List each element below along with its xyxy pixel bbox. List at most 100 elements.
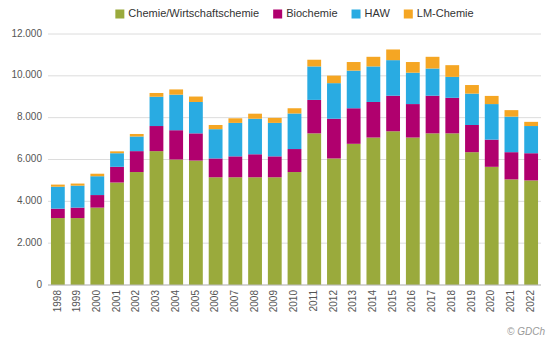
- bar: [228, 123, 242, 156]
- bar: [307, 60, 321, 67]
- series: [51, 49, 538, 186]
- bar: [228, 118, 242, 123]
- bar: [71, 208, 85, 218]
- x-tick-label: 2016: [406, 290, 417, 313]
- bar: [406, 62, 420, 73]
- bar: [406, 73, 420, 104]
- x-tick-label: 2018: [446, 290, 457, 313]
- bar: [505, 110, 519, 116]
- legend-item: HAW: [352, 7, 391, 19]
- bar: [347, 144, 361, 285]
- bar: [130, 136, 144, 151]
- bar: [307, 100, 321, 133]
- x-tick-label: 1999: [71, 290, 82, 313]
- bar: [524, 153, 538, 180]
- x-tick-label: 2010: [288, 290, 299, 313]
- bar: [347, 71, 361, 109]
- y-tick-label: 4.000: [17, 195, 42, 206]
- bar: [209, 158, 223, 177]
- bar: [268, 156, 282, 177]
- grid-line: [48, 34, 541, 35]
- legend-label: LM-Chemie: [417, 7, 474, 19]
- bars: [51, 49, 538, 285]
- bar: [288, 149, 302, 172]
- x-tick-label: 2001: [111, 290, 122, 313]
- series: [51, 131, 538, 285]
- bar: [465, 85, 479, 94]
- bar: [90, 208, 104, 285]
- bar: [268, 118, 282, 123]
- bar: [169, 95, 183, 131]
- legend-item: LM-Chemie: [404, 7, 474, 19]
- bar: [209, 125, 223, 129]
- x-tick-label: 2013: [347, 290, 358, 313]
- x-tick-label: 2021: [505, 290, 516, 313]
- bar: [169, 130, 183, 159]
- bar: [426, 133, 440, 285]
- bar: [386, 60, 400, 96]
- bar: [465, 94, 479, 125]
- bar: [366, 57, 380, 67]
- bar: [248, 119, 262, 155]
- bar: [110, 183, 124, 285]
- legend-swatch: [273, 10, 282, 19]
- bar: [445, 65, 459, 77]
- bar: [150, 97, 164, 126]
- x-tick-label: 2007: [229, 290, 240, 313]
- bar: [130, 134, 144, 137]
- bar: [327, 83, 341, 119]
- series: [51, 96, 538, 218]
- x-tick-label: 2004: [170, 290, 181, 313]
- x-tick-label: 2011: [308, 290, 319, 312]
- bar: [110, 153, 124, 167]
- bar: [445, 133, 459, 285]
- bar: [268, 177, 282, 285]
- bar: [288, 108, 302, 113]
- bar: [327, 76, 341, 84]
- x-tick-label: 2006: [209, 290, 220, 313]
- x-tick-label: 2020: [485, 290, 496, 313]
- x-axis: 1998199920002001200220032004200520062007…: [52, 290, 536, 313]
- bar: [189, 161, 203, 285]
- bar: [268, 123, 282, 156]
- bar: [485, 104, 499, 140]
- x-tick-label: 2019: [466, 290, 477, 313]
- bar: [90, 174, 104, 177]
- bar: [51, 209, 65, 218]
- bar: [228, 156, 242, 177]
- bar: [426, 69, 440, 96]
- bar: [366, 102, 380, 138]
- bar: [485, 96, 499, 104]
- x-tick-label: 1998: [52, 290, 63, 313]
- bar: [524, 180, 538, 285]
- y-tick-label: 0: [36, 279, 42, 290]
- x-tick-label: 2015: [387, 290, 398, 313]
- y-tick-label: 8.000: [17, 111, 42, 122]
- x-tick-label: 2002: [130, 290, 141, 313]
- legend: Chemie/Wirtschaftschemie Biochemie HAW LM-C…: [115, 7, 473, 19]
- bar: [406, 138, 420, 285]
- bar: [505, 117, 519, 153]
- y-tick-label: 12.000: [11, 28, 42, 39]
- bar: [426, 96, 440, 134]
- bar: [307, 133, 321, 285]
- bar: [288, 172, 302, 285]
- bar: [307, 66, 321, 99]
- y-axis: 02.0004.0006.0008.00010.00012.000: [11, 28, 42, 290]
- bar: [209, 177, 223, 285]
- legend-label: Chemie/Wirtschaftschemie: [128, 7, 259, 19]
- bar: [366, 138, 380, 285]
- bar: [386, 131, 400, 285]
- bar: [485, 140, 499, 167]
- bar: [228, 177, 242, 285]
- legend-swatch: [352, 10, 361, 19]
- bar: [347, 108, 361, 144]
- bar: [327, 158, 341, 285]
- legend-swatch: [404, 10, 413, 19]
- bar: [110, 151, 124, 153]
- bar: [51, 218, 65, 285]
- legend-item: Chemie/Wirtschaftschemie: [115, 7, 259, 19]
- bar: [386, 96, 400, 132]
- legend-label: Biochemie: [286, 7, 337, 19]
- bar: [386, 49, 400, 60]
